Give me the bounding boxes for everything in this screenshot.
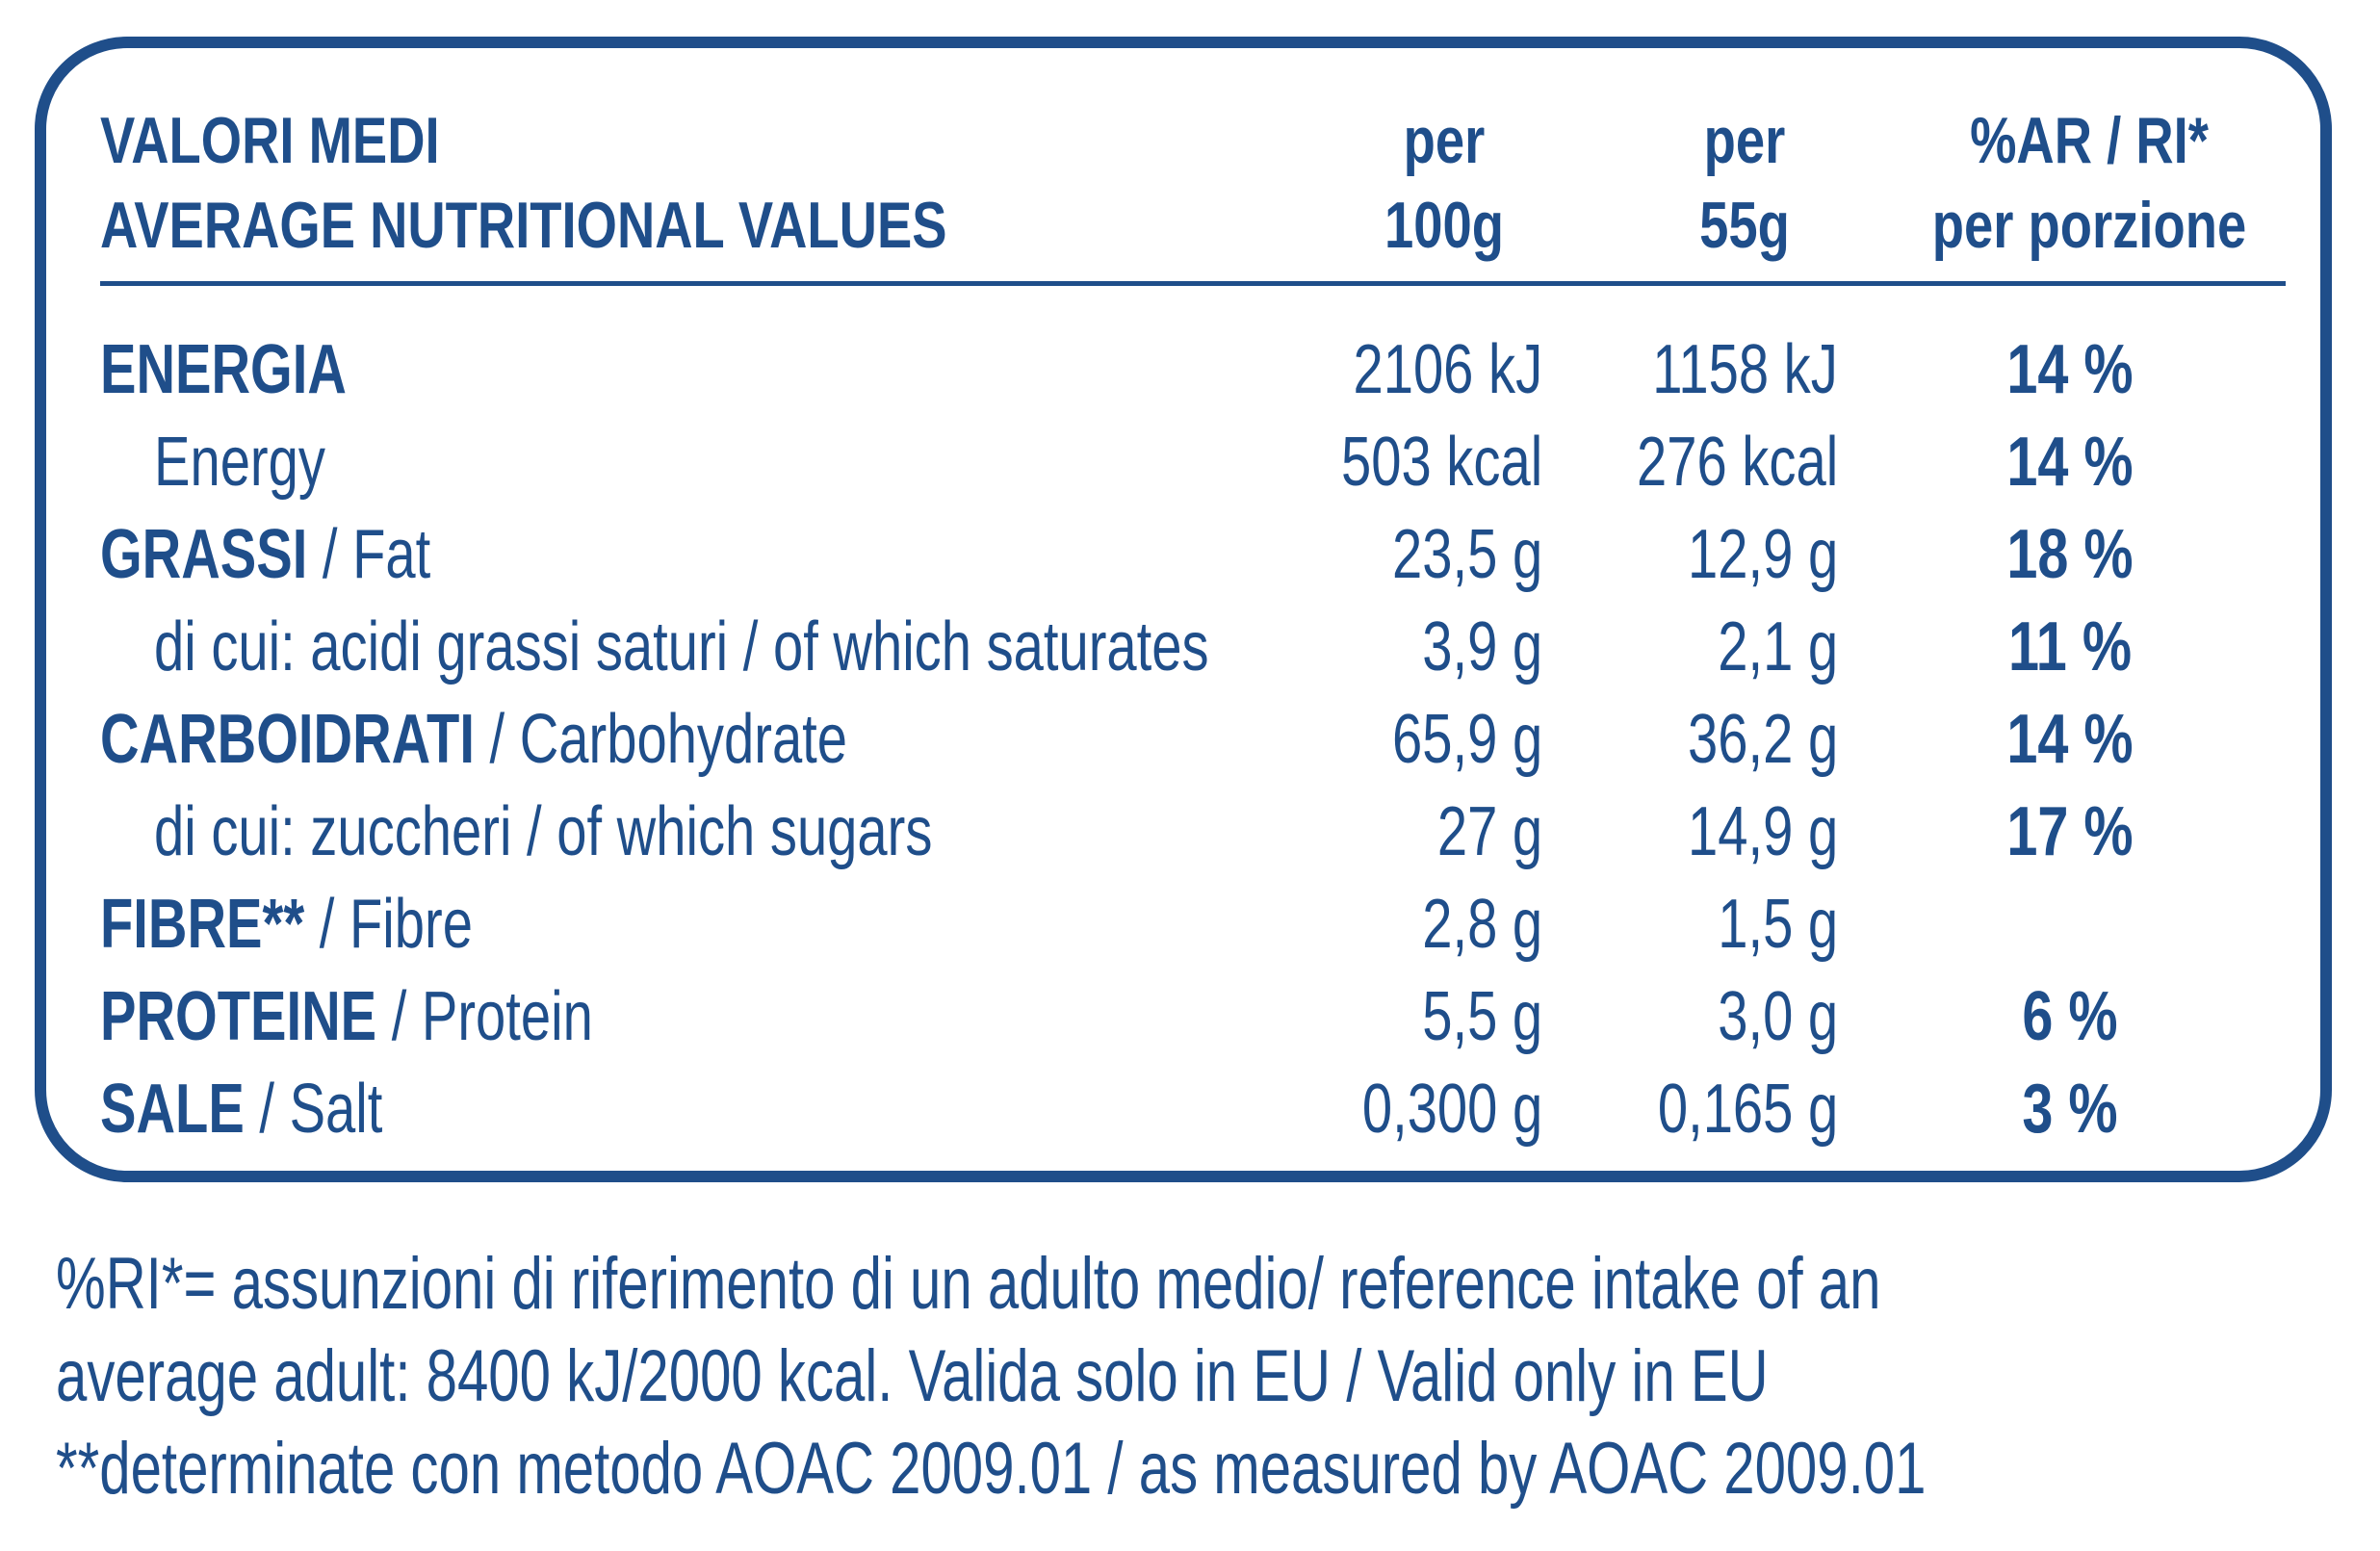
row-per55: 2,1 g bbox=[1718, 608, 1838, 685]
row-label: SALE / Salt bbox=[100, 1071, 383, 1148]
header-divider bbox=[100, 281, 2286, 286]
table-row: CARBOIDRATI / Carbohydrate 65,9 g 36,2 g… bbox=[0, 705, 2380, 797]
table-row: di cui: zuccheri / of which sugars 27 g … bbox=[0, 797, 2380, 890]
row-per100: 503 kcal bbox=[1340, 424, 1542, 501]
header-col2-line2: 55g bbox=[1699, 189, 1790, 262]
row-label: CARBOIDRATI / Carbohydrate bbox=[100, 701, 848, 778]
header-title-it: VALORI MEDI bbox=[100, 104, 440, 177]
row-label: ENERGIA bbox=[100, 331, 347, 408]
row-label: Energy bbox=[154, 424, 325, 501]
table-row: di cui: acidi grassi saturi / of which s… bbox=[0, 612, 2380, 705]
table-row: GRASSI / Fat 23,5 g 12,9 g 18 % bbox=[0, 520, 2380, 612]
row-ri: 14 % bbox=[2006, 331, 2134, 408]
row-per55: 1158 kJ bbox=[1652, 331, 1838, 408]
row-ri: 18 % bbox=[2006, 516, 2134, 593]
row-ri: 3 % bbox=[2022, 1071, 2118, 1148]
row-per100: 23,5 g bbox=[1391, 516, 1542, 593]
row-label: PROTEINE / Protein bbox=[100, 978, 593, 1055]
row-label: di cui: zuccheri / of which sugars bbox=[154, 793, 933, 870]
row-per100: 2,8 g bbox=[1422, 886, 1542, 963]
table-row: ENERGIA 2106 kJ 1158 kJ 14 % bbox=[0, 335, 2380, 427]
footnote-fibre-method: **determinate con metodo AOAC 2009.01 / … bbox=[56, 1428, 1927, 1510]
row-per55: 1,5 g bbox=[1718, 886, 1838, 963]
row-ri: 17 % bbox=[2006, 793, 2134, 870]
table-row: PROTEINE / Protein 5,5 g 3,0 g 6 % bbox=[0, 982, 2380, 1074]
footnote-ri-validity: average adult: 8400 kJ/2000 kcal. Valida… bbox=[56, 1335, 1769, 1417]
row-per100: 3,9 g bbox=[1422, 608, 1542, 685]
row-per100: 0,300 g bbox=[1361, 1071, 1542, 1148]
row-per55: 12,9 g bbox=[1687, 516, 1838, 593]
row-label: di cui: acidi grassi saturi / of which s… bbox=[154, 608, 1209, 685]
row-per100: 2106 kJ bbox=[1353, 331, 1542, 408]
row-per55: 0,165 g bbox=[1657, 1071, 1838, 1148]
table-row: FIBRE** / Fibre 2,8 g 1,5 g bbox=[0, 890, 2380, 982]
row-per55: 276 kcal bbox=[1636, 424, 1838, 501]
header-col1-line2: 100g bbox=[1384, 189, 1504, 262]
footnote-ri-definition: %RI*= assunzioni di riferimento di un ad… bbox=[56, 1243, 1881, 1325]
row-per55: 36,2 g bbox=[1687, 701, 1838, 778]
row-ri: 11 % bbox=[2007, 608, 2133, 685]
row-ri: 14 % bbox=[2006, 424, 2134, 501]
row-per100: 27 g bbox=[1436, 793, 1542, 870]
table-row: SALE / Salt 0,300 g 0,165 g 3 % bbox=[0, 1074, 2380, 1167]
header-title-en: AVERAGE NUTRITIONAL VALUES bbox=[100, 189, 947, 262]
nutrition-panel-border bbox=[35, 37, 2332, 1182]
row-label: GRASSI / Fat bbox=[100, 516, 431, 593]
row-per100: 65,9 g bbox=[1391, 701, 1542, 778]
header-col1-line1: per bbox=[1403, 104, 1486, 177]
row-per100: 5,5 g bbox=[1422, 978, 1542, 1055]
table-row: Energy 503 kcal 276 kcal 14 % bbox=[0, 427, 2380, 520]
row-ri: 14 % bbox=[2006, 701, 2134, 778]
row-per55: 14,9 g bbox=[1687, 793, 1838, 870]
header-col3-line1: %AR / RI* bbox=[1970, 104, 2209, 177]
row-ri: 6 % bbox=[2022, 978, 2118, 1055]
header-col3-line2: per porzione bbox=[1931, 189, 2247, 262]
header-col2-line1: per bbox=[1703, 104, 1786, 177]
row-per55: 3,0 g bbox=[1718, 978, 1838, 1055]
row-label: FIBRE** / Fibre bbox=[100, 886, 473, 963]
